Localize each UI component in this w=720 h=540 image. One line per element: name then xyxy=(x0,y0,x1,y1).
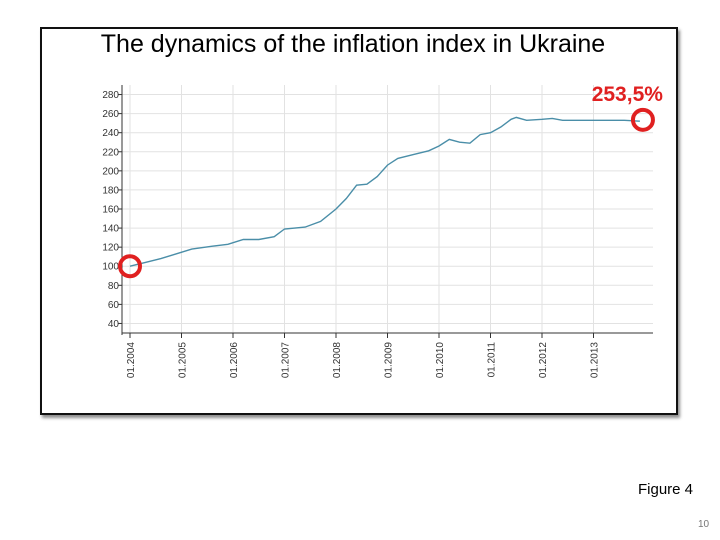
x-tick-label: 01.2007 xyxy=(281,342,292,379)
x-tick-label: 01.2006 xyxy=(229,342,240,379)
x-tick-label: 01.2009 xyxy=(384,342,395,379)
axes xyxy=(118,85,653,338)
x-tick-label: 01.2011 xyxy=(487,342,498,378)
y-tick-label: 260 xyxy=(102,109,119,120)
y-tick-label: 160 xyxy=(102,205,119,216)
y-tick-label: 240 xyxy=(102,128,119,139)
x-tick-label: 01.2013 xyxy=(590,342,601,379)
y-tick-label: 120 xyxy=(102,243,119,254)
y-tick-label: 180 xyxy=(102,185,119,196)
y-tick-label: 280 xyxy=(102,90,119,101)
y-tick-label: 220 xyxy=(102,147,119,158)
x-tick-label: 01.2008 xyxy=(332,342,343,379)
highlight-circle xyxy=(630,107,655,132)
grid xyxy=(122,85,653,333)
chart-title: The dynamics of the inflation index in U… xyxy=(100,30,606,58)
x-tick-labels: 01.2004 01.2005 01.2006 01.2007 01.2008 01.20… xyxy=(126,342,601,379)
chart-frame xyxy=(40,27,678,415)
x-tick-label: 01.2004 xyxy=(126,342,137,379)
y-tick-labels: 40 60 80 100 120 140 160 180 200 220 240 260 280 xyxy=(102,90,119,330)
series-lines xyxy=(129,116,640,267)
y-tick-label: 60 xyxy=(108,300,120,311)
series-line xyxy=(129,116,640,267)
x-tick-label: 01.2010 xyxy=(435,342,446,379)
page-number: 10 xyxy=(698,519,710,530)
x-tick-label: 01.2012 xyxy=(538,342,549,379)
annotations: 253,5% xyxy=(118,83,664,279)
x-tick-label: 01.2005 xyxy=(178,342,189,379)
y-tick-label: 140 xyxy=(102,224,119,235)
highlight-circle xyxy=(118,254,142,279)
annotation-label: 253,5% xyxy=(592,83,664,106)
figure-caption: Figure 4 xyxy=(638,481,694,498)
y-tick-label: 100 xyxy=(102,262,119,273)
y-tick-label: 200 xyxy=(102,166,119,177)
y-tick-label: 40 xyxy=(108,319,120,330)
y-tick-label: 80 xyxy=(108,281,120,292)
